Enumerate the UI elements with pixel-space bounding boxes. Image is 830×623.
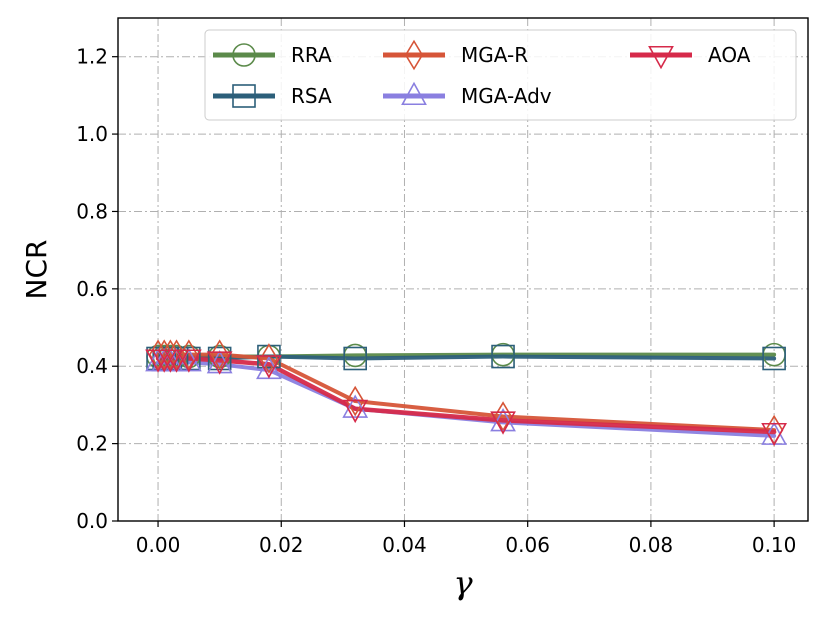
y-tick-label-2: 0.4 bbox=[76, 354, 108, 378]
legend-label-mga-r: MGA-R bbox=[461, 43, 528, 67]
y-tick-label-6: 1.2 bbox=[76, 45, 108, 69]
legend-marker-aoa bbox=[648, 45, 674, 70]
y-axis-ticks: 0.0 0.2 0.4 0.6 0.8 1.0 1.2 bbox=[76, 45, 118, 533]
marker-aoa-7 bbox=[342, 399, 369, 424]
legend-marker-mga-r bbox=[404, 39, 424, 71]
legend-label-mga-adv: MGA-Adv bbox=[461, 84, 552, 108]
plot-frame bbox=[117, 17, 809, 522]
marker-mga-adv-8 bbox=[490, 408, 516, 432]
marker-mga-r-5 bbox=[210, 339, 229, 370]
legend-marker-rra bbox=[232, 43, 256, 67]
series-line-aoa bbox=[155, 356, 777, 435]
legend: RRA RSA MGA-R MGA-Adv AOA bbox=[204, 29, 797, 121]
x-tick-label-3: 0.06 bbox=[505, 533, 550, 557]
marker-aoa-5 bbox=[206, 351, 233, 375]
y-tick-label-1: 0.2 bbox=[76, 432, 108, 456]
marker-aoa-9 bbox=[761, 422, 788, 447]
x-tick-label-1: 0.02 bbox=[259, 533, 304, 557]
legend-marker-rsa bbox=[232, 84, 256, 108]
marker-rsa-9 bbox=[762, 346, 786, 371]
marker-rsa-8 bbox=[491, 344, 515, 369]
marker-mga-adv-7 bbox=[342, 394, 369, 418]
x-tick-label-0: 0.00 bbox=[136, 533, 181, 557]
legend-marker-mga-adv bbox=[401, 81, 427, 106]
x-axis-ticks: 0.00 0.02 0.04 0.06 0.08 0.10 bbox=[136, 521, 797, 557]
legend-label-rra: RRA bbox=[291, 43, 332, 67]
x-axis-label: γ bbox=[453, 564, 473, 602]
y-tick-label-5: 1.0 bbox=[76, 122, 108, 146]
marker-mga-r-6 bbox=[259, 343, 279, 374]
y-tick-label-0: 0.0 bbox=[76, 509, 108, 533]
legend-label-aoa: AOA bbox=[708, 43, 751, 67]
marker-mga-r-7 bbox=[346, 385, 365, 417]
marker-aoa-8 bbox=[490, 411, 516, 435]
x-tick-label-5: 0.10 bbox=[752, 533, 797, 557]
marker-aoa-4 bbox=[175, 349, 202, 373]
y-tick-label-4: 0.8 bbox=[76, 199, 108, 223]
y-axis-label: NCR bbox=[20, 240, 53, 300]
marker-rsa-7 bbox=[343, 346, 367, 371]
x-tick-label-2: 0.04 bbox=[382, 533, 427, 557]
x-tick-label-4: 0.08 bbox=[629, 533, 674, 557]
legend-label-rsa: RSA bbox=[291, 84, 332, 108]
series-markers bbox=[145, 339, 788, 447]
marker-aoa-6 bbox=[256, 355, 282, 379]
y-tick-label-3: 0.6 bbox=[76, 277, 108, 301]
